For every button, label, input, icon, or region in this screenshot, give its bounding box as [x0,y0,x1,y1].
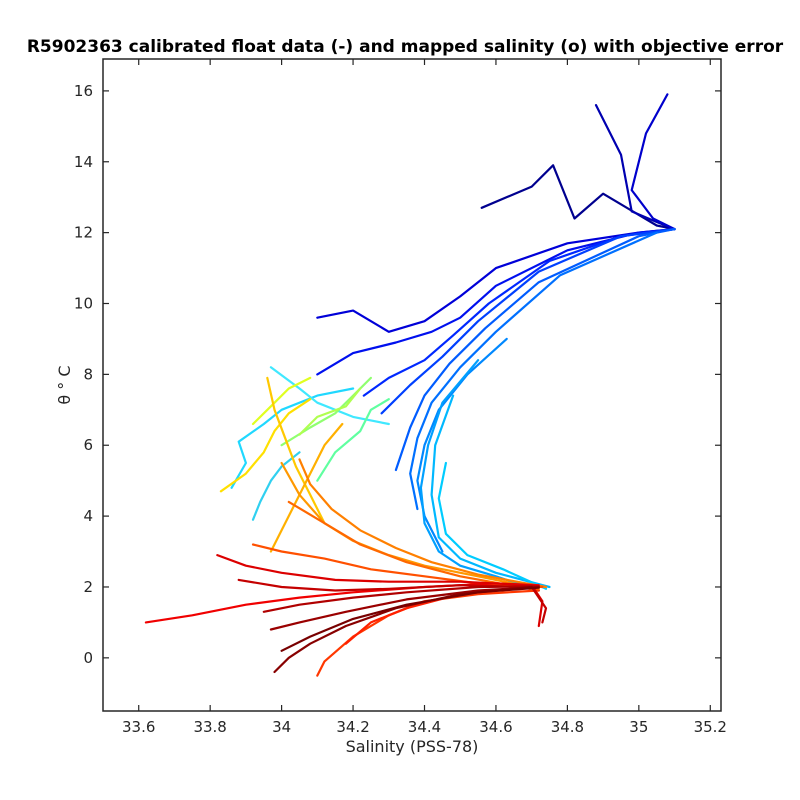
series-line [480,164,676,231]
series-line [269,422,344,553]
series-line [251,451,301,521]
x-tick-label: 34.4 [408,718,441,736]
x-tick-label: 34.2 [336,718,369,736]
y-tick-label: 8 [83,365,93,383]
y-tick-label: 16 [74,82,93,100]
series-line [437,461,548,590]
plot-background [103,59,721,711]
chart-title: R5902363 calibrated float data (-) and m… [27,37,784,57]
y-tick-label: 10 [74,295,93,313]
series-line [269,585,540,631]
series-line [219,398,312,493]
series-line [251,376,312,426]
series-line [394,228,676,472]
x-tick-label: 34.8 [551,718,584,736]
series-line [419,359,540,592]
series-line [298,387,362,436]
plot-area [102,58,722,712]
series-line [280,586,540,652]
series-line [144,582,540,624]
x-tick-label: 33.8 [193,718,226,736]
series-line [266,376,326,525]
series-line [262,585,540,613]
series-line [430,394,551,589]
series-line [237,578,548,624]
x-tick-label: 35.2 [694,718,727,736]
series-line [409,231,658,511]
x-tick-label: 35 [629,718,648,736]
x-axis: 33.6 33.8 34 34.2 34.4 34.6 34.8 35 35.2 [122,59,727,736]
series-line [316,398,390,482]
series-line [298,458,548,589]
series-line [230,387,355,489]
plot-frame [102,58,722,712]
x-tick-label: 34 [272,718,291,736]
series-line [287,500,540,592]
y-tick-label: 2 [83,578,93,596]
y-tick-label: 14 [74,153,93,171]
series-line [630,93,676,231]
series-line [380,228,676,415]
y-tick-label: 12 [74,224,93,242]
y-tick-label: 4 [83,507,93,525]
series-layer [144,93,676,677]
x-tick-label: 33.6 [122,718,155,736]
series-line [316,228,676,333]
y-tick-label: 6 [83,436,93,454]
series-line [273,585,533,674]
x-tick-label: 34.6 [479,718,512,736]
x-axis-label: Salinity (PSS-78) [346,737,479,756]
y-tick-label: 0 [83,649,93,667]
y-axis: 0 2 4 6 8 10 12 14 16 [74,82,721,667]
y-axis-label: θ ° C [55,365,74,404]
